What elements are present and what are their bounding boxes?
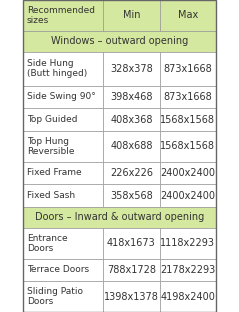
Text: 328x378: 328x378: [110, 64, 153, 74]
Text: 1118x2293: 1118x2293: [160, 238, 215, 248]
Bar: [103, 86, 160, 108]
Text: Side Swing 90°: Side Swing 90°: [27, 92, 96, 101]
Text: 2400x2400: 2400x2400: [160, 168, 215, 178]
Bar: [103, 131, 160, 162]
Bar: [23, 0, 103, 31]
Bar: [160, 228, 216, 259]
Bar: [160, 281, 216, 312]
Text: Doors – Inward & outward opening: Doors – Inward & outward opening: [35, 212, 204, 222]
Bar: [23, 259, 103, 281]
Text: Side Hung
(Butt hinged): Side Hung (Butt hinged): [27, 59, 87, 78]
Text: 873x1668: 873x1668: [163, 92, 212, 102]
Bar: [160, 86, 216, 108]
Text: 788x1728: 788x1728: [107, 265, 156, 275]
Bar: [103, 52, 160, 86]
Text: 418x1673: 418x1673: [107, 238, 156, 248]
Bar: [23, 281, 103, 312]
Bar: [23, 131, 103, 162]
Bar: [103, 108, 160, 131]
Bar: [160, 184, 216, 207]
Text: 1568x1568: 1568x1568: [160, 115, 215, 124]
Text: Sliding Patio
Doors: Sliding Patio Doors: [27, 287, 83, 306]
Text: 4198x2400: 4198x2400: [160, 292, 215, 302]
Text: Windows – outward opening: Windows – outward opening: [51, 36, 188, 46]
Bar: [23, 86, 103, 108]
Text: 2178x2293: 2178x2293: [160, 265, 216, 275]
Bar: [160, 162, 216, 184]
Text: 226x226: 226x226: [110, 168, 153, 178]
Text: Min: Min: [123, 10, 140, 20]
Bar: [23, 52, 103, 86]
Text: Entrance
Doors: Entrance Doors: [27, 234, 68, 253]
Bar: [23, 228, 103, 259]
Bar: [160, 259, 216, 281]
Text: Top Hung
Reversible: Top Hung Reversible: [27, 137, 75, 156]
Text: 408x688: 408x688: [110, 141, 153, 151]
Bar: [103, 228, 160, 259]
Bar: [103, 259, 160, 281]
Bar: [160, 108, 216, 131]
Text: 1398x1378: 1398x1378: [104, 292, 159, 302]
Bar: [23, 31, 216, 52]
Bar: [160, 0, 216, 31]
Text: 398x468: 398x468: [110, 92, 153, 102]
Text: 408x368: 408x368: [110, 115, 153, 124]
Bar: [103, 281, 160, 312]
Text: 1568x1568: 1568x1568: [160, 141, 215, 151]
Bar: [103, 184, 160, 207]
Bar: [23, 162, 103, 184]
Text: Max: Max: [178, 10, 198, 20]
Text: 358x568: 358x568: [110, 191, 153, 201]
Text: Recommended
sizes: Recommended sizes: [27, 6, 95, 25]
Text: 2400x2400: 2400x2400: [160, 191, 215, 201]
Bar: [160, 131, 216, 162]
Text: 873x1668: 873x1668: [163, 64, 212, 74]
Text: Top Guided: Top Guided: [27, 115, 77, 124]
Bar: [23, 108, 103, 131]
Text: Fixed Sash: Fixed Sash: [27, 191, 75, 200]
Bar: [23, 207, 216, 228]
Text: Terrace Doors: Terrace Doors: [27, 266, 89, 275]
Bar: [160, 52, 216, 86]
Bar: [103, 0, 160, 31]
Bar: [23, 184, 103, 207]
Text: Fixed Frame: Fixed Frame: [27, 168, 81, 178]
Bar: [103, 162, 160, 184]
